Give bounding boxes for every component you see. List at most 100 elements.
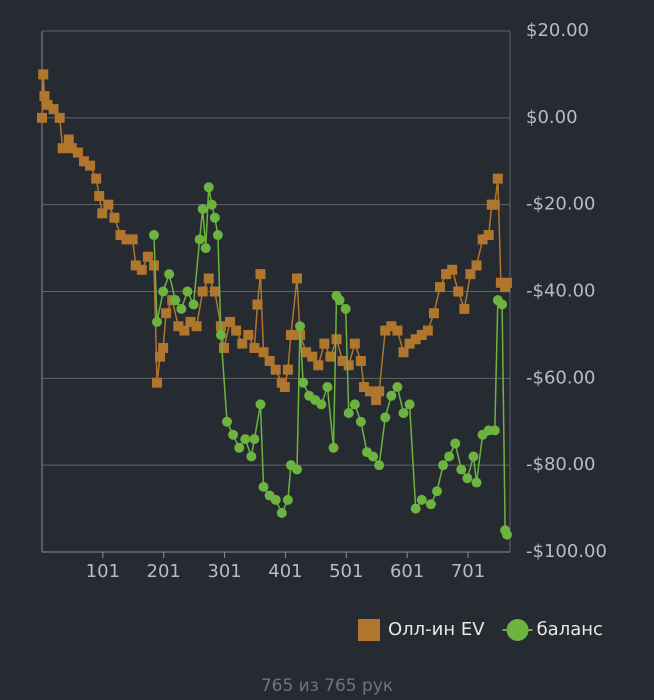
data-point <box>255 399 266 410</box>
y-tick-label: $20.00 <box>526 20 589 41</box>
data-point <box>206 199 217 210</box>
data-point <box>468 451 479 462</box>
data-point <box>222 416 233 427</box>
data-point <box>422 325 433 336</box>
data-point <box>48 104 59 115</box>
legend-marker <box>358 619 380 641</box>
data-point <box>188 299 199 310</box>
data-point <box>291 273 302 284</box>
data-point <box>228 429 239 440</box>
data-point <box>477 234 488 245</box>
data-point <box>179 325 190 336</box>
x-tick-label: 201 <box>147 561 181 582</box>
data-point <box>136 264 147 275</box>
data-point <box>355 416 366 427</box>
data-point <box>78 156 89 167</box>
data-point <box>307 351 318 362</box>
data-point <box>194 234 205 245</box>
data-point <box>249 434 260 445</box>
data-point <box>191 321 202 332</box>
data-point <box>425 499 436 510</box>
data-point <box>328 442 339 453</box>
data-point <box>103 199 114 210</box>
data-point <box>392 325 403 336</box>
data-point <box>501 277 512 288</box>
data-point <box>148 260 159 271</box>
data-point <box>456 464 467 475</box>
data-point <box>428 308 439 319</box>
data-point <box>38 69 49 80</box>
y-tick-label: -$40.00 <box>526 281 595 302</box>
data-point <box>63 134 74 145</box>
data-point <box>258 481 269 492</box>
data-point <box>209 286 220 297</box>
data-point <box>489 199 500 210</box>
data-point <box>66 143 77 154</box>
data-point <box>465 269 476 280</box>
data-point <box>237 338 248 349</box>
data-point <box>447 264 458 275</box>
data-point <box>459 303 470 314</box>
x-tick-label: 401 <box>268 561 302 582</box>
data-point <box>322 382 333 393</box>
data-point <box>331 334 342 345</box>
data-point <box>410 334 421 345</box>
data-point <box>215 329 226 340</box>
data-point <box>42 99 53 110</box>
data-point <box>270 494 281 505</box>
data-point <box>349 399 360 410</box>
data-point <box>462 473 473 484</box>
data-point <box>435 282 446 293</box>
data-point <box>182 286 193 297</box>
y-tick-label: -$60.00 <box>526 367 595 388</box>
data-point <box>240 434 251 445</box>
data-point <box>398 347 409 358</box>
y-tick-label: -$80.00 <box>526 454 595 475</box>
data-point <box>444 451 455 462</box>
data-point <box>161 308 172 319</box>
legend-label: баланс <box>537 619 603 640</box>
data-point <box>298 377 309 388</box>
data-point <box>295 321 306 332</box>
data-point <box>225 316 236 327</box>
data-point <box>404 399 415 410</box>
data-point <box>54 112 65 123</box>
legend-label: Олл-ин EV <box>388 619 485 640</box>
data-point <box>453 286 464 297</box>
data-point <box>386 321 397 332</box>
data-point <box>291 464 302 475</box>
y-tick-label: -$100.00 <box>526 541 607 562</box>
data-point <box>209 212 220 223</box>
data-point <box>94 190 105 201</box>
data-point <box>316 399 327 410</box>
data-point <box>410 503 421 514</box>
data-point <box>497 299 508 310</box>
data-point <box>158 286 169 297</box>
data-point <box>355 355 366 366</box>
data-point <box>176 303 187 314</box>
data-point <box>155 351 166 362</box>
data-point <box>203 273 214 284</box>
data-point <box>441 269 452 280</box>
x-tick-label: 601 <box>390 561 424 582</box>
data-point <box>170 295 181 306</box>
data-point <box>57 143 68 154</box>
data-point <box>392 382 403 393</box>
data-point <box>416 494 427 505</box>
data-point <box>282 494 293 505</box>
data-point <box>416 329 427 340</box>
data-point <box>85 160 96 171</box>
data-point <box>380 325 391 336</box>
data-point <box>374 460 385 471</box>
data-point <box>252 299 263 310</box>
data-point <box>285 329 296 340</box>
data-point <box>258 347 269 358</box>
data-point <box>255 269 266 280</box>
data-point <box>279 382 290 393</box>
data-point <box>246 451 257 462</box>
data-point <box>164 269 175 280</box>
x-tick-label: 501 <box>329 561 363 582</box>
data-point <box>158 342 169 353</box>
x-tick-label: 101 <box>86 561 120 582</box>
